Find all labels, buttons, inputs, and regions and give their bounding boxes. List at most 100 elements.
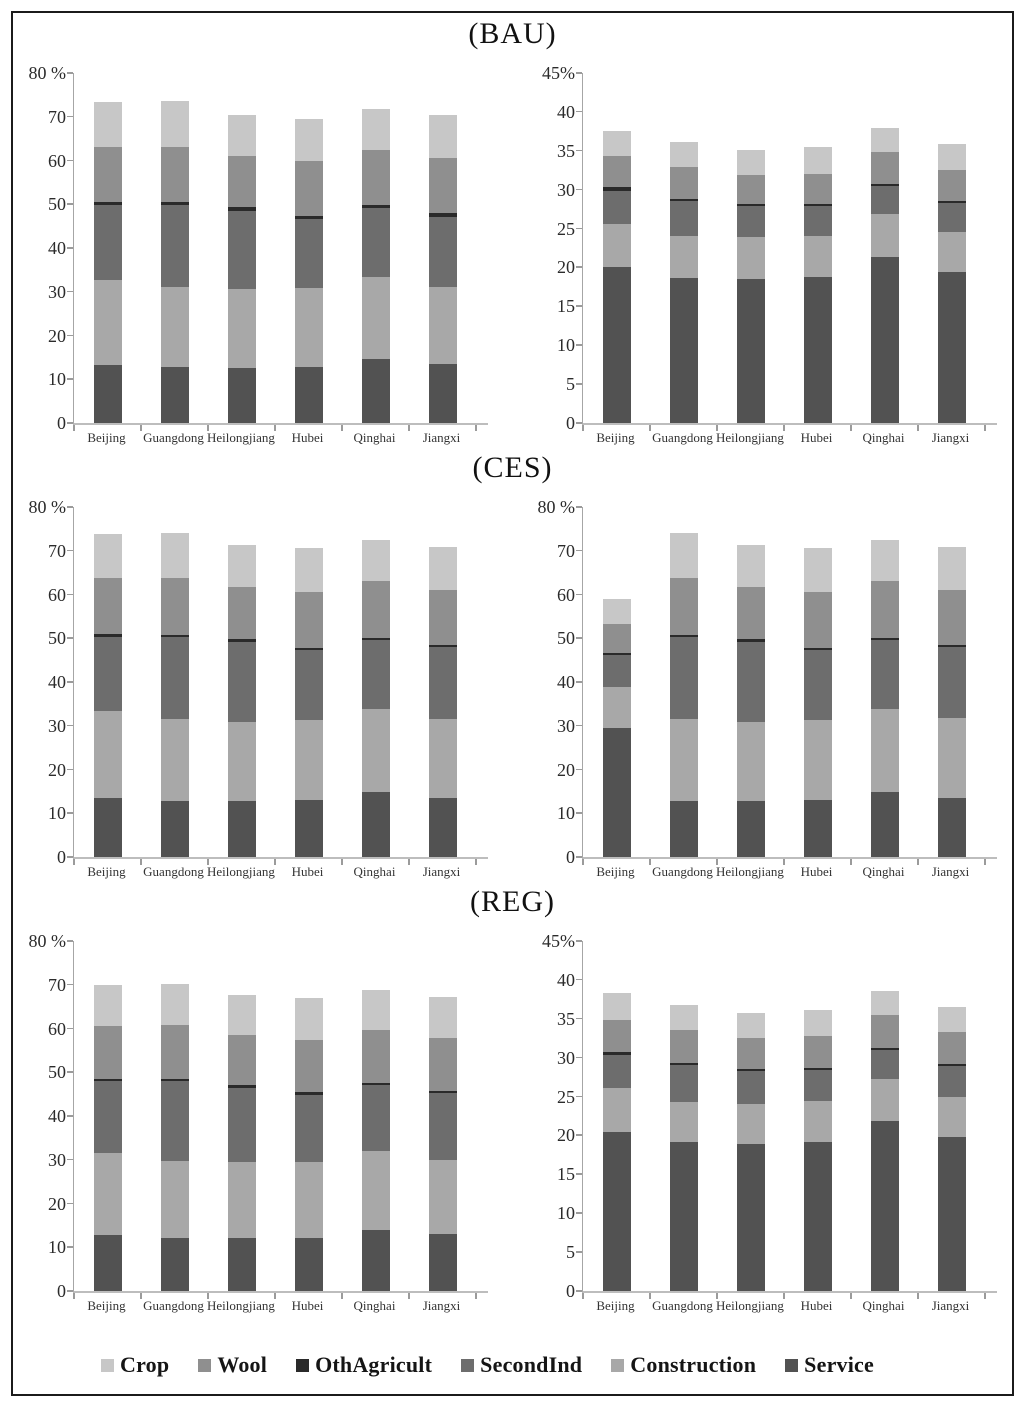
y-axis-label: 10 [557,803,575,824]
bar-slot [74,507,141,857]
y-axis-label: 45% [542,931,575,951]
stacked-bar [803,147,832,423]
y-axis-label: 70 [48,540,66,561]
chart-plot [582,507,997,859]
y-axis-label: 5 [566,1242,575,1263]
bar-segment-crop [93,984,122,1026]
y-axis-tick [67,378,73,380]
chart-ces-left: 0 10 20 30 40 50 60 70 80 % Beijing Guangdong Heilo… [23,491,493,883]
bar-segment-service [227,800,256,857]
bar-segment-crop [736,545,765,588]
bar-segment-secondind [361,640,390,710]
bar-segment-othagricult [736,203,765,207]
y-axis-tick [67,334,73,336]
bar-segment-crop [803,147,832,174]
y-axis-label: 25 [557,218,575,239]
bar-segment-secondind [870,640,899,710]
bar-segment-wool [361,1030,390,1083]
bar-segment-service [669,800,698,857]
bar-segment-othagricult [361,637,390,641]
bar-segment-construction [803,1100,832,1142]
bar-segment-crop [428,546,457,591]
y-axis-tick [576,637,582,639]
bar-segment-construction [93,710,122,799]
bar-segment-service [294,1237,323,1291]
y-axis-tick [67,768,73,770]
bar-segment-service [361,1229,390,1291]
bar-segment-crop [870,539,899,582]
y-axis-label: 20 [557,1125,575,1146]
bar-segment-service [428,1234,457,1291]
bar-segment-secondind [803,650,832,721]
y-axis-tick [576,681,582,683]
bar-segment-crop [602,993,631,1020]
bar-slot [918,73,985,423]
bar-segment-wool [361,150,390,206]
y-axis-label: 5 [566,374,575,395]
bar-slot [275,73,342,423]
bar-segment-construction [361,1151,390,1230]
y-axis-label: 10 [48,1237,66,1258]
bar-segment-service [428,797,457,857]
bar-segment-othagricult [803,1067,832,1071]
stacked-bar [361,109,390,423]
bar-segment-othagricult [160,634,189,638]
row-title-reg: (REG) [470,885,555,918]
bar-segment-crop [294,118,323,161]
y-axis-label: 20 [48,1193,66,1214]
chart-bau-left: 0 10 20 30 40 50 60 70 80 % Beijing Guangdong Heilo… [23,57,493,449]
charts-row-reg: 0 10 20 30 40 50 60 70 80 % Beijing Guangdong Heilo… [23,925,1002,1317]
bar-segment-construction [160,287,189,367]
bar-segment-secondind [361,1084,390,1152]
bar-segment-wool [870,1014,899,1048]
bar-slot [409,507,476,857]
y-axis-label: 70 [48,106,66,127]
y-axis-label: 10 [48,369,66,390]
x-axis-tick [582,425,584,431]
bar-segment-service [93,1235,122,1291]
y-axis-label: 45% [542,63,575,83]
chart-plot [582,73,997,425]
bar-segment-wool [736,587,765,639]
stacked-bar [937,143,966,423]
bar-segment-othagricult [227,1084,256,1088]
x-axis-tick [207,1293,209,1299]
bar-segment-crop [736,150,765,175]
bar-segment-crop [428,996,457,1038]
bar-segment-secondind [160,1081,189,1161]
x-axis-tick [649,1293,651,1299]
bar-slot [141,73,208,423]
x-axis-label: Hubei [800,1298,833,1313]
bar-segment-construction [227,722,256,801]
bar-segment-service [937,1137,966,1291]
bar-slot [342,941,409,1291]
stacked-bar [227,994,256,1291]
y-axis-tick [576,1056,582,1059]
y-axis-tick [576,422,582,424]
x-axis-label: Qinghai [353,430,396,445]
x-axis-label: Qinghai [862,1298,905,1313]
y-axis-tick [67,549,73,552]
chart-bau-right: 0 5 10 15 20 25 30 35 40 45% Beijing Guangdong Heilo… [532,57,1002,449]
y-axis-tick [67,724,73,727]
legend-label: SecondInd [480,1352,583,1377]
legend-label: Construction [630,1352,757,1377]
y-axis-label: 40 [557,101,575,122]
y-axis-tick [576,724,582,727]
bar-segment-crop [160,983,189,1026]
bar-segment-secondind [160,204,189,288]
legend-item-wool: Wool [198,1352,267,1378]
bar-segment-othagricult [428,645,457,648]
y-axis-tick [67,812,73,814]
stacked-bar [669,1004,698,1291]
x-axis-tick [73,859,75,865]
bar-segment-service [870,1121,899,1291]
bar-segment-service [669,277,698,423]
bar-segment-secondind [361,208,390,278]
bar-segment-wool [294,1039,323,1093]
x-axis-label: Jiangxi [931,1298,970,1313]
bar-segment-secondind [428,1092,457,1160]
bar-slot [784,73,851,423]
bar-segment-othagricult [669,1063,698,1066]
bar-segment-othagricult [803,648,832,651]
